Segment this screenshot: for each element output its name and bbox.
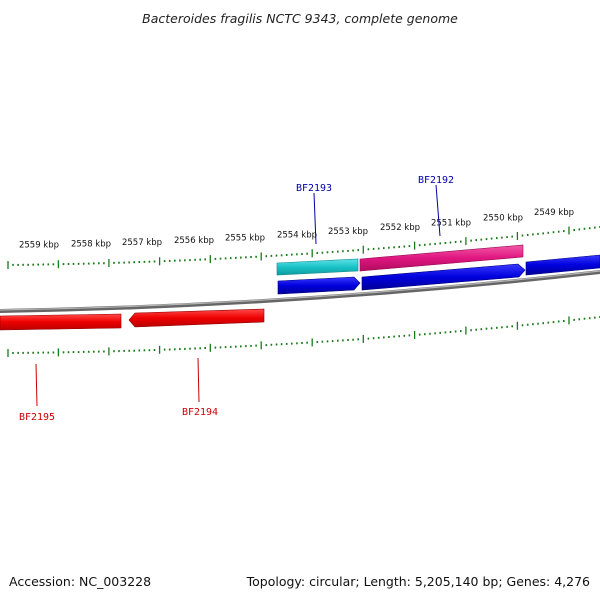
bf2192-connector [435,184,441,237]
scale-label: 2549 kbp [534,208,574,218]
map-title: Bacteroides fragilis NCTC 9343, complete… [142,11,458,26]
genome-backbone [0,270,600,313]
cds-bf2195-arrow[interactable] [0,313,122,331]
scale-labels: 2559 kbp 2558 kbp 2557 kbp 2556 kbp 2555 kbp… [19,208,574,250]
cds-bf2192-arrow[interactable] [361,263,526,291]
lower-scale-ruler [7,316,600,357]
genome-backbone-highlight [0,270,600,311]
bf2194-connector [197,357,200,403]
accession-text: Accession: NC_003228 [9,574,151,589]
scale-label: 2557 kbp [122,238,162,248]
feature-magenta-bar[interactable] [359,244,524,272]
genome-summary-text: Topology: circular; Length: 5,205,140 bp… [246,574,590,589]
gene-label-bf2192[interactable]: BF2192 [418,175,454,186]
cds-bf2194-arrow[interactable] [128,308,265,328]
scale-label: 2551 kbp [431,219,471,229]
bf2195-connector [35,363,38,407]
bf2193-connector [313,192,317,245]
scale-label: 2558 kbp [71,240,111,250]
scale-label: 2553 kbp [328,227,368,237]
scale-label: 2556 kbp [174,236,214,246]
gene-label-bf2195[interactable]: BF2195 [19,412,55,423]
gene-label-bf2194[interactable]: BF2194 [182,407,218,418]
cds-next-arrow[interactable] [525,254,600,276]
cds-bf2193-arrow[interactable] [277,276,361,295]
feature-cyan-bar[interactable] [276,258,359,276]
scale-label: 2550 kbp [483,214,523,224]
scale-label: 2559 kbp [19,241,59,251]
scale-label: 2554 kbp [277,230,317,240]
upper-scale-ruler [7,226,600,269]
scale-label: 2555 kbp [225,234,265,244]
scale-label: 2552 kbp [380,223,420,233]
gene-label-bf2193[interactable]: BF2193 [296,183,332,194]
